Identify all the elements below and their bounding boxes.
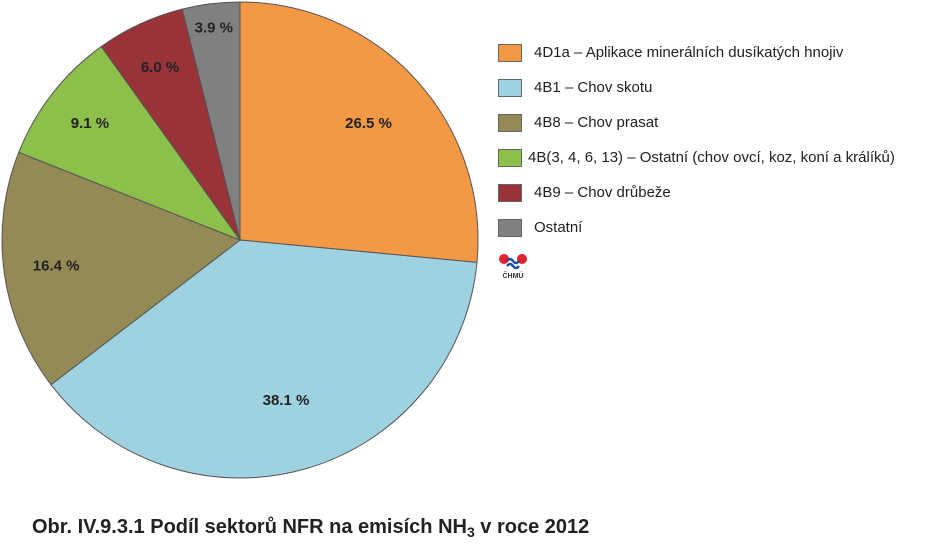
- pie-chart: 26.5 % 38.1 % 16.4 % 9.1 % 6.0 % 3.9 %: [1, 1, 479, 479]
- legend-label: Ostatní: [534, 219, 583, 236]
- legend-swatch: [498, 219, 522, 237]
- caption-suffix: v roce 2012: [474, 516, 590, 538]
- legend-label: 4B(3, 4, 6, 13) – Ostatní (chov ovcí, ko…: [528, 149, 895, 166]
- legend-swatch: [498, 79, 522, 97]
- chmu-logo-icon: [499, 254, 527, 270]
- slice-label-ostatni: 3.9 %: [195, 19, 233, 36]
- slice-label-4d1a: 26.5 %: [345, 115, 392, 132]
- slice-label-4b1: 38.1 %: [263, 392, 310, 409]
- legend-label: 4D1a – Aplikace minerálních dusíkatých h…: [534, 44, 844, 61]
- slice-label-4b8: 16.4 %: [33, 258, 80, 275]
- legend-swatch: [498, 184, 522, 202]
- legend-item-4b8: 4B8 – Chov prasat: [498, 112, 944, 147]
- pie-slice-4b1: [50, 239, 478, 479]
- legend-swatch: [498, 149, 522, 167]
- legend-swatch: [498, 44, 522, 62]
- legend-item-4d1a: 4D1a – Aplikace minerálních dusíkatých h…: [498, 42, 944, 77]
- caption-prefix: Obr. IV.9.3.1 Podíl sektorů NFR na emisí…: [32, 516, 467, 538]
- legend: 4D1a – Aplikace minerálních dusíkatých h…: [498, 42, 944, 252]
- legend-item-4b9: 4B9 – Chov drůbeže: [498, 182, 944, 217]
- legend-label: 4B1 – Chov skotu: [534, 79, 653, 96]
- pie-slice-4d1a: [239, 1, 479, 263]
- legend-item-ostatni: Ostatní: [498, 217, 944, 252]
- figure-caption: Obr. IV.9.3.1 Podíl sektorů NFR na emisí…: [32, 516, 589, 540]
- legend-label: 4B9 – Chov drůbeže: [534, 184, 671, 201]
- pie-slice-ostatni: [181, 1, 241, 241]
- pie-slice-4b-other: [18, 45, 242, 242]
- legend-item-4b-other: 4B(3, 4, 6, 13) – Ostatní (chov ovcí, ko…: [498, 147, 944, 182]
- pie-slice-4b8: [1, 151, 242, 386]
- caption-subscript: 3: [466, 524, 475, 540]
- slice-label-4b9: 6.0 %: [141, 59, 179, 76]
- legend-item-4b1: 4B1 – Chov skotu: [498, 77, 944, 112]
- chmu-logo: ČHMÚ: [498, 253, 528, 283]
- legend-swatch: [498, 114, 522, 132]
- chmu-logo-text: ČHMÚ: [502, 273, 524, 280]
- legend-label: 4B8 – Chov prasat: [534, 114, 659, 131]
- slice-label-4b-other: 9.1 %: [71, 115, 109, 132]
